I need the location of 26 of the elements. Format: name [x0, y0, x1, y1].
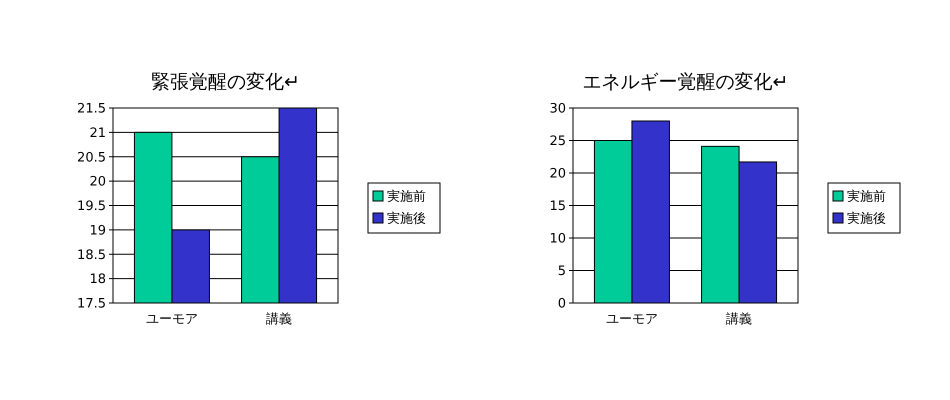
- legend-label: 実施後: [847, 210, 886, 227]
- legend-label: 実施前: [847, 188, 886, 205]
- legend-label: 実施前: [387, 188, 426, 205]
- y-tick-label: 30: [549, 102, 566, 117]
- y-tick-label: 21.5: [77, 102, 106, 117]
- y-tick-label: 19: [89, 223, 106, 238]
- x-tick-label: 講義: [726, 312, 752, 327]
- legend-label: 実施後: [387, 210, 426, 227]
- x-tick-label: 講義: [266, 312, 292, 327]
- y-tick-label: 5: [558, 264, 566, 280]
- y-tick-label: 19.5: [77, 199, 106, 214]
- y-tick-label: 25: [549, 134, 566, 150]
- y-tick-label: 18.5: [77, 248, 106, 263]
- chart-title: エネルギー覚醒の変化↵: [582, 71, 788, 93]
- x-tick-label: ユーモア: [606, 312, 658, 327]
- y-tick-label: 10: [549, 232, 566, 247]
- x-tick-label: ユーモア: [146, 312, 198, 327]
- y-tick-label: 17.5: [77, 296, 106, 312]
- y-tick-label: 0: [558, 296, 566, 312]
- y-tick-label: 20.5: [77, 150, 106, 166]
- y-tick-label: 18: [89, 272, 106, 288]
- y-tick-label: 20: [89, 174, 106, 190]
- chart-title: 緊張覚醒の変化↵: [151, 71, 300, 93]
- y-tick-label: 20: [549, 166, 566, 182]
- y-tick-label: 21: [89, 126, 106, 141]
- y-tick-label: 15: [549, 199, 566, 214]
